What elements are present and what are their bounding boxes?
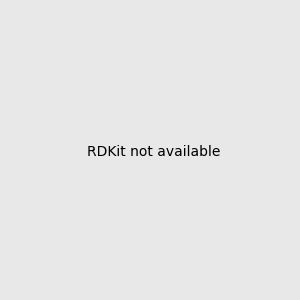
Text: RDKit not available: RDKit not available	[87, 145, 220, 158]
